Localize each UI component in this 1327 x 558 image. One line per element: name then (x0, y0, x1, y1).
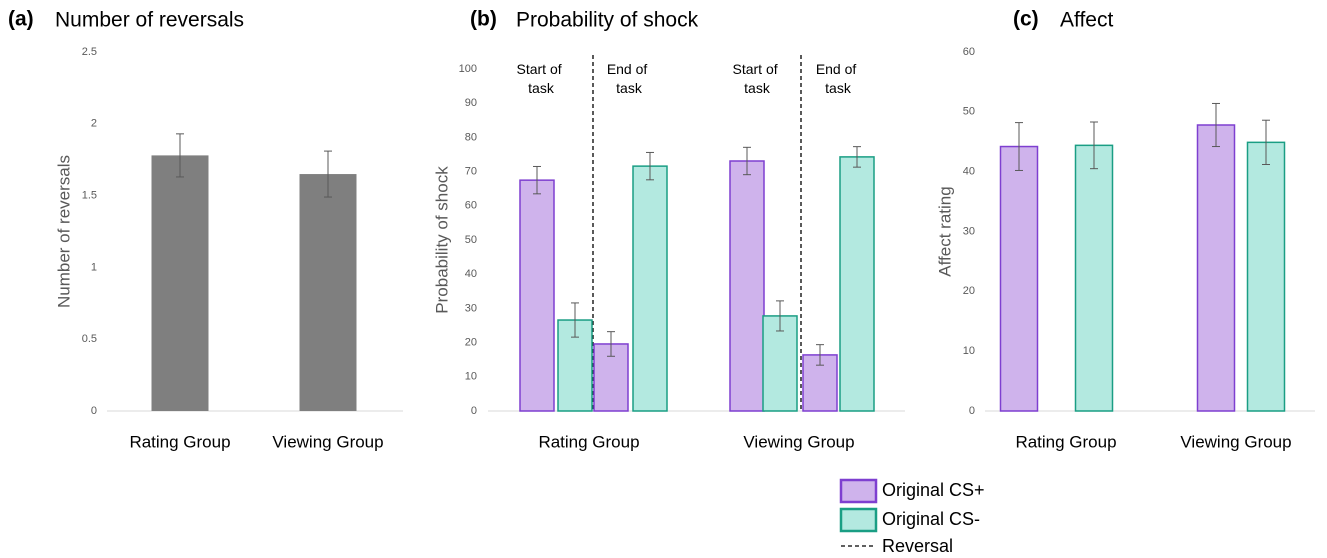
bar (557, 319, 593, 412)
bar (632, 165, 668, 412)
error-bar (1090, 121, 1098, 170)
error-bar (571, 302, 579, 338)
y-tick-label: 60 (963, 46, 975, 58)
bar (151, 155, 209, 411)
x-tick-label: Viewing Group (1180, 432, 1291, 451)
error-bar (853, 146, 861, 168)
bar (729, 160, 765, 412)
y-tick-label: 2.5 (82, 46, 97, 58)
x-tick-label: Viewing Group (743, 432, 854, 451)
panel-label: (c) (1013, 8, 1039, 31)
y-tick-label: 0 (471, 405, 477, 417)
panel-title: Probability of shock (516, 9, 699, 32)
y-tick-label: 0.5 (82, 333, 97, 345)
legend-label: Original CS+ (882, 480, 985, 500)
bar (1246, 141, 1286, 412)
phase-label: Start of task (732, 61, 781, 96)
error-bar (1262, 119, 1270, 165)
phase-label: Start of task (516, 61, 565, 96)
y-tick-label: 30 (963, 225, 975, 237)
phase-label: End of task (607, 61, 651, 96)
y-tick-label: 50 (465, 234, 477, 246)
y-tick-label: 1.5 (82, 190, 97, 202)
y-tick-label: 40 (963, 166, 975, 178)
bar (1196, 124, 1236, 412)
x-tick-label: Rating Group (1015, 432, 1116, 451)
error-bar (743, 146, 751, 176)
legend-label: Reversal (882, 536, 953, 556)
y-tick-label: 20 (465, 337, 477, 349)
error-bar (646, 151, 654, 181)
y-tick-label: 2 (91, 118, 97, 130)
error-bar (324, 150, 332, 198)
panel-title: Affect (1060, 9, 1113, 32)
y-axis-label: Affect rating (935, 186, 954, 276)
legend-swatch (839, 507, 878, 533)
y-tick-label: 30 (465, 302, 477, 314)
y-tick-label: 70 (465, 166, 477, 178)
legend-label: Original CS- (882, 509, 980, 529)
error-bar (607, 331, 615, 357)
error-bar (176, 133, 184, 178)
panel-title: Number of reversals (55, 9, 244, 32)
y-tick-label: 0 (91, 405, 97, 417)
y-tick-label: 10 (963, 345, 975, 357)
error-bar (776, 300, 784, 332)
panel-label: (a) (8, 8, 34, 31)
x-tick-label: Rating Group (129, 432, 230, 451)
legend-swatch (839, 478, 878, 504)
y-tick-label: 20 (963, 285, 975, 297)
x-tick-label: Rating Group (538, 432, 639, 451)
y-tick-label: 10 (465, 371, 477, 383)
y-tick-label: 60 (465, 200, 477, 212)
panel-label: (b) (470, 8, 497, 31)
y-axis-label: Number of reversals (54, 155, 73, 308)
phase-label: End of task (816, 61, 860, 96)
y-tick-label: 50 (963, 106, 975, 118)
error-bar (816, 344, 824, 366)
error-bar (1015, 122, 1023, 171)
y-tick-label: 80 (465, 131, 477, 143)
bar (299, 174, 357, 411)
bar (839, 156, 875, 412)
bar (593, 343, 629, 412)
y-tick-label: 100 (459, 63, 477, 75)
y-tick-label: 0 (969, 405, 975, 417)
y-tick-label: 40 (465, 268, 477, 280)
error-bar (533, 165, 541, 195)
bar (1074, 144, 1114, 412)
y-tick-label: 90 (465, 97, 477, 109)
x-tick-label: Viewing Group (272, 432, 383, 451)
bar (519, 179, 555, 412)
error-bar (1212, 102, 1220, 148)
y-axis-label: Probability of shock (432, 166, 451, 314)
y-tick-label: 1 (91, 261, 97, 273)
bar (999, 145, 1039, 412)
